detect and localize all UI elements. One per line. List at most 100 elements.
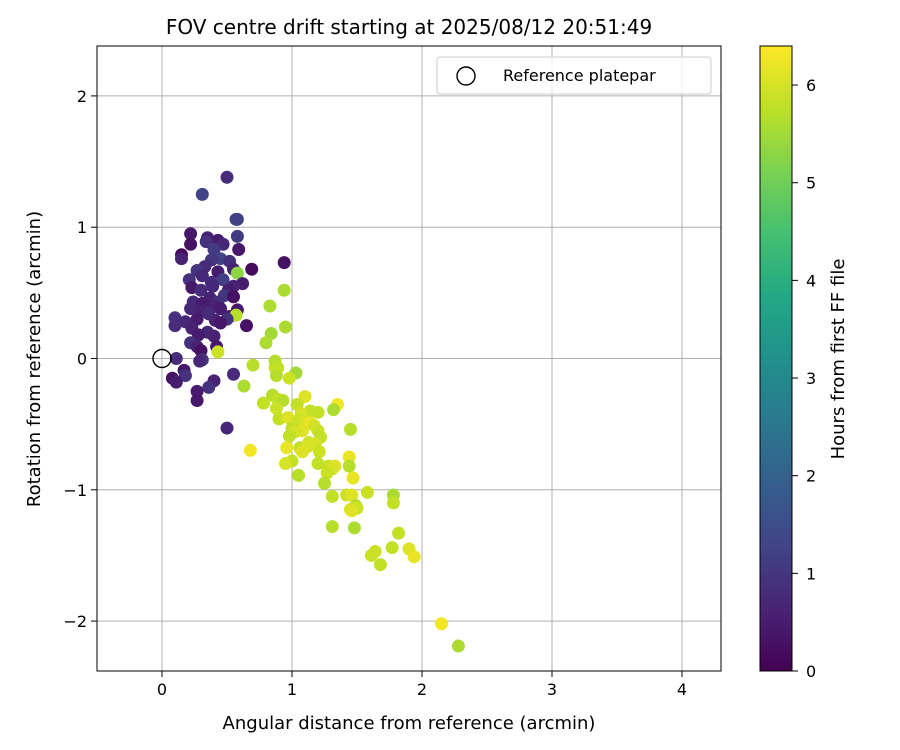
data-point bbox=[206, 279, 220, 293]
data-point bbox=[281, 411, 295, 425]
data-point bbox=[195, 269, 209, 283]
colorbar-ticks: 0 1 2 3 4 5 6 bbox=[792, 76, 816, 681]
data-point bbox=[216, 273, 230, 287]
legend: Reference platepar bbox=[436, 56, 712, 95]
colorbar-tick-label: 6 bbox=[806, 76, 816, 95]
data-point bbox=[435, 617, 448, 631]
data-point bbox=[346, 471, 360, 485]
colorbar-tick-label: 2 bbox=[806, 467, 816, 486]
data-point bbox=[280, 441, 294, 455]
y-tick-label: −1 bbox=[63, 481, 87, 500]
colorbar-label: Hours from first FF file bbox=[828, 259, 849, 460]
data-point bbox=[227, 290, 240, 304]
data-point bbox=[230, 266, 244, 280]
y-tick-label: −2 bbox=[63, 612, 87, 631]
legend-marker bbox=[456, 66, 476, 86]
chart-title: FOV centre drift starting at 2025/08/12 … bbox=[166, 15, 652, 39]
data-point bbox=[344, 422, 357, 436]
data-point bbox=[277, 283, 291, 297]
data-point bbox=[240, 319, 253, 333]
colorbar-tick-label: 5 bbox=[806, 174, 816, 193]
data-point bbox=[214, 316, 227, 330]
data-point bbox=[259, 336, 273, 350]
data-point bbox=[184, 227, 198, 241]
grid-lines bbox=[97, 46, 721, 671]
colorbar-tick-label: 3 bbox=[806, 369, 816, 388]
data-point bbox=[345, 504, 359, 518]
x-tick-label: 4 bbox=[677, 680, 687, 699]
x-tick-label: 1 bbox=[287, 680, 297, 699]
data-point bbox=[279, 457, 292, 471]
colorbar: 0 1 2 3 4 5 6 Hours from first FF file bbox=[759, 45, 849, 681]
data-point bbox=[292, 468, 305, 482]
data-point bbox=[194, 283, 208, 297]
data-point bbox=[347, 521, 361, 535]
data-point bbox=[220, 170, 234, 184]
x-axis-ticks: 0 1 2 3 4 bbox=[157, 671, 687, 699]
data-point bbox=[269, 369, 283, 383]
data-point bbox=[345, 488, 359, 502]
data-point bbox=[230, 229, 244, 243]
legend-box bbox=[436, 56, 712, 95]
data-point bbox=[325, 489, 339, 503]
data-point bbox=[227, 367, 240, 381]
data-point bbox=[325, 520, 339, 534]
colorbar-tick-label: 4 bbox=[806, 271, 816, 290]
data-point bbox=[312, 445, 326, 459]
data-point bbox=[190, 384, 204, 398]
data-point bbox=[169, 352, 183, 365]
data-point bbox=[207, 329, 221, 343]
data-point bbox=[277, 256, 291, 270]
plot-frame bbox=[96, 45, 722, 672]
data-point bbox=[364, 548, 378, 562]
data-point bbox=[269, 401, 283, 415]
data-point bbox=[407, 550, 421, 564]
y-tick-label: 2 bbox=[77, 87, 87, 106]
data-point bbox=[169, 375, 183, 389]
y-axis-label: Rotation from reference (arcmin) bbox=[24, 211, 45, 507]
colorbar-tick-label: 0 bbox=[806, 662, 816, 681]
data-point bbox=[184, 237, 198, 251]
x-tick-label: 2 bbox=[417, 680, 427, 699]
y-tick-label: 0 bbox=[77, 350, 87, 369]
data-point bbox=[237, 379, 251, 393]
data-point bbox=[246, 358, 260, 372]
data-point bbox=[373, 558, 387, 572]
data-point bbox=[342, 459, 356, 473]
data-point bbox=[214, 302, 227, 316]
data-point bbox=[295, 445, 309, 459]
data-point bbox=[282, 371, 296, 385]
x-tick-label: 0 bbox=[157, 680, 167, 699]
data-point bbox=[211, 345, 225, 359]
data-point bbox=[342, 450, 356, 464]
data-point bbox=[327, 403, 341, 417]
colorbar-gradient bbox=[759, 45, 793, 672]
data-points bbox=[152, 170, 465, 653]
data-point bbox=[245, 262, 259, 276]
data-point bbox=[193, 354, 207, 368]
data-point bbox=[229, 212, 243, 226]
y-axis-ticks: −2 −1 0 1 2 bbox=[63, 87, 97, 631]
data-point bbox=[360, 485, 374, 499]
x-tick-label: 3 bbox=[547, 680, 557, 699]
data-point bbox=[385, 541, 399, 555]
data-point bbox=[256, 396, 270, 410]
data-point bbox=[318, 476, 331, 490]
data-point bbox=[207, 243, 221, 257]
data-point bbox=[451, 639, 465, 653]
data-point bbox=[195, 187, 209, 201]
legend-label: Reference platepar bbox=[503, 66, 656, 85]
data-point bbox=[386, 496, 400, 510]
y-tick-label: 1 bbox=[77, 218, 87, 237]
data-point bbox=[311, 405, 325, 419]
data-point bbox=[392, 526, 406, 540]
colorbar-tick-label: 1 bbox=[806, 564, 816, 583]
data-point bbox=[190, 394, 204, 408]
data-point bbox=[178, 369, 192, 383]
data-point bbox=[279, 320, 292, 334]
data-point bbox=[320, 466, 334, 480]
data-point bbox=[232, 243, 246, 257]
x-axis-label: Angular distance from reference (arcmin) bbox=[223, 713, 596, 734]
data-point bbox=[243, 443, 257, 457]
